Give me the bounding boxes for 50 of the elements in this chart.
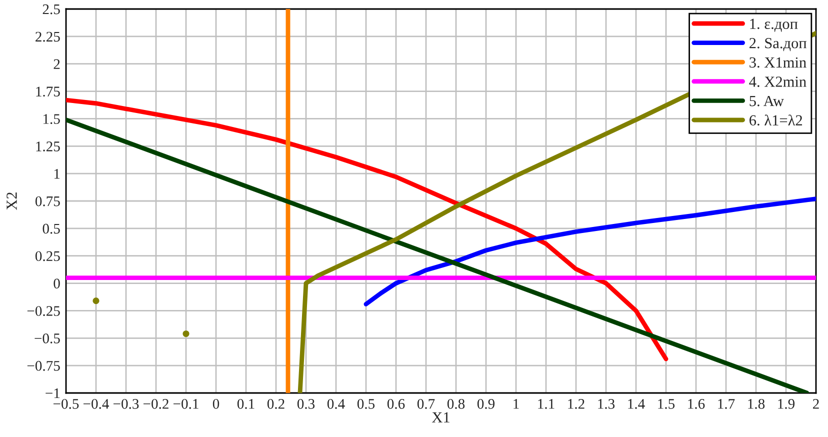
- x-tick-label: 2: [812, 399, 819, 409]
- y-tick-label: 0: [54, 278, 60, 288]
- x-tick-label: 1.2: [568, 399, 584, 409]
- y-tick-label: −0.5: [34, 334, 60, 344]
- legend-label: 4. X2min: [749, 76, 806, 87]
- x-tick-label: −0.2: [144, 398, 168, 409]
- x-tick-label: −0.4: [84, 398, 109, 409]
- y-tick-label: −1: [46, 388, 60, 398]
- y-tick-label: 2: [54, 59, 60, 69]
- y-tick-label: −0.75: [27, 360, 60, 371]
- x-tick-label: 0.7: [417, 398, 435, 409]
- x-tick-label: 1.6: [688, 399, 705, 409]
- x-tick-label: 0.4: [327, 398, 345, 409]
- x-tick-label: 0: [212, 398, 220, 409]
- x-tick-label: 1.8: [748, 398, 765, 409]
- x-tick-label: 0.3: [297, 398, 315, 409]
- y-tick-label: 0.5: [42, 224, 60, 234]
- x-tick-label: 0.2: [267, 398, 284, 409]
- line-series: [66, 98, 668, 362]
- x-axis-title: X1: [432, 412, 450, 422]
- x-tick-label: 0.1: [237, 398, 254, 409]
- x-tick-label: 1.5: [658, 399, 675, 409]
- x-tick-label: 1.3: [598, 399, 615, 409]
- x-tick-label: −0.3: [114, 398, 139, 409]
- y-tick-label: −0.25: [27, 306, 60, 316]
- legend-label: 3. X1min: [750, 57, 806, 68]
- y-tick-label: 1.25: [36, 142, 60, 152]
- y-tick-label: 1: [54, 169, 60, 179]
- x-tick-label: 1: [514, 399, 519, 409]
- x-tick-label: 1.1: [538, 399, 554, 409]
- x-tick-label: 0.5: [357, 398, 375, 409]
- legend-label: 6. λ1=λ2: [750, 114, 802, 126]
- legend-label: 5. Aw: [750, 96, 784, 106]
- line-series: [364, 196, 816, 306]
- y-axis-title: X2: [6, 192, 17, 210]
- y-tick-label: 0.25: [35, 251, 60, 262]
- x-tick-label: 1.9: [778, 399, 795, 409]
- x-tick-label: 1.7: [718, 399, 735, 409]
- x-tick-label: 0.9: [477, 398, 495, 409]
- x-tick-label: 0.6: [387, 398, 405, 409]
- y-tick-label: 2.5: [42, 4, 60, 14]
- y-tick-label: 2.25: [36, 32, 60, 42]
- y-tick-label: 0.75: [35, 196, 60, 206]
- legend-label: 1. ε.доп: [750, 18, 798, 32]
- legend-label: 2. Sa.доп: [750, 38, 806, 52]
- y-tick-label: 1.5: [44, 114, 60, 124]
- x-tick-label: 1.4: [628, 399, 645, 409]
- x-tick-label: 0.8: [447, 398, 465, 409]
- x-tick-label: −0.1: [174, 398, 198, 409]
- y-tick-label: 1.75: [36, 86, 60, 97]
